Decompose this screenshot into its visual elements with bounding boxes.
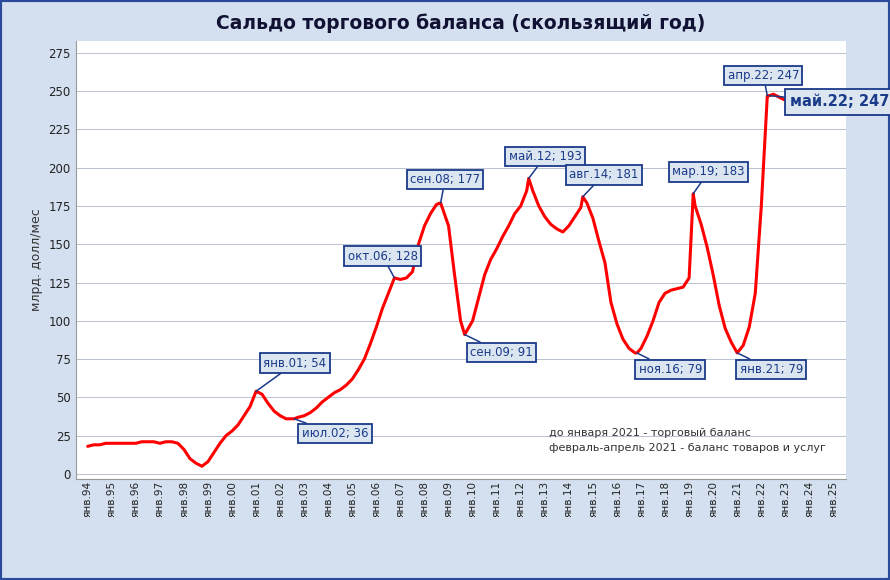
Text: авг.14; 181: авг.14; 181 — [569, 168, 638, 197]
Text: май.22; 247: май.22; 247 — [769, 95, 889, 110]
Text: окт.06; 128: окт.06; 128 — [347, 249, 417, 278]
Text: май.12; 193: май.12; 193 — [509, 150, 581, 179]
Text: сен.08; 177: сен.08; 177 — [410, 173, 481, 203]
Text: янв.01; 54: янв.01; 54 — [256, 357, 327, 392]
Title: Сальдо торгового баланса (скользящий год): Сальдо торгового баланса (скользящий год… — [216, 14, 705, 34]
Text: апр.22; 247: апр.22; 247 — [728, 69, 799, 96]
Y-axis label: млрд. долл/мес: млрд. долл/мес — [30, 208, 43, 311]
Text: ноя.16; 79: ноя.16; 79 — [637, 353, 702, 376]
Text: мар.19; 183: мар.19; 183 — [672, 165, 745, 194]
Text: до января 2021 - торговый баланс
февраль-апрель 2021 - баланс товаров и услуг: до января 2021 - торговый баланс февраль… — [549, 428, 826, 453]
Text: июл.02; 36: июл.02; 36 — [294, 419, 368, 440]
Text: янв.21; 79: янв.21; 79 — [737, 353, 803, 376]
Text: сен.09; 91: сен.09; 91 — [465, 335, 533, 359]
